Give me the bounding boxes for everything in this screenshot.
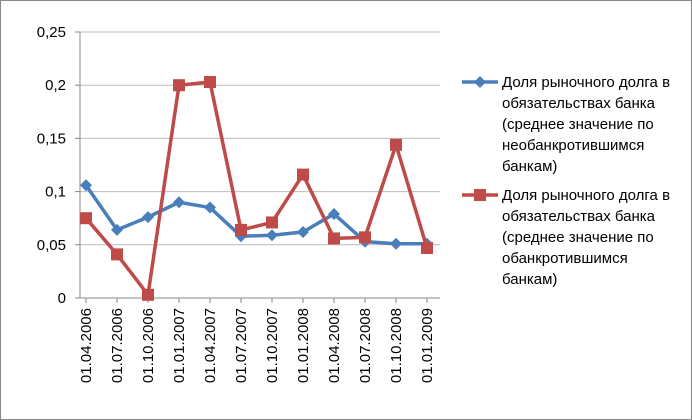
y-tick-label: 0 (58, 290, 66, 307)
x-tick-label: 01.10.2007 (264, 308, 281, 383)
legend-icon (462, 76, 498, 88)
marker (359, 231, 371, 244)
marker (173, 79, 185, 92)
x-tick-label: 01.07.2006 (109, 308, 126, 383)
marker (173, 196, 185, 209)
marker (390, 138, 402, 151)
x-tick-label: 01.04.2006 (78, 308, 95, 383)
x-tick-label: 01.01.2009 (419, 308, 436, 383)
x-tick-label: 01.10.2008 (388, 308, 405, 383)
y-tick-label: 0,2 (45, 77, 66, 94)
y-tick-label: 0,05 (37, 237, 66, 254)
y-tick-label: 0,1 (45, 184, 66, 201)
marker (111, 248, 123, 261)
marker (421, 241, 433, 254)
marker (80, 179, 92, 192)
y-tick-label: 0,15 (37, 130, 66, 147)
marker (204, 76, 216, 89)
marker (235, 223, 247, 236)
marker (204, 201, 216, 214)
marker (474, 76, 486, 88)
legend-label: Доля рыночного долга в обязательствах ба… (502, 74, 671, 175)
x-tick-label: 01.07.2007 (233, 308, 250, 383)
x-tick-label: 01.07.2008 (357, 308, 374, 383)
x-tick-label: 01.04.2007 (202, 308, 219, 383)
marker (328, 207, 340, 220)
marker (80, 212, 92, 225)
legend-label: Доля рыночного долга в обязательствах ба… (502, 187, 671, 288)
marker (111, 223, 123, 236)
marker (142, 288, 154, 301)
x-tick-label: 01.01.2008 (295, 308, 312, 383)
marker (297, 226, 309, 239)
series-line (84, 80, 429, 297)
legend-icon (462, 189, 498, 201)
marker (328, 232, 340, 245)
x-tick-label: 01.01.2007 (171, 308, 188, 383)
marker (266, 229, 278, 242)
legend-item: Доля рыночного долга в обязательствах ба… (460, 72, 685, 177)
legend-item: Доля рыночного долга в обязательствах ба… (460, 185, 685, 290)
legend: Доля рыночного долга в обязательствах ба… (460, 72, 685, 298)
marker (266, 216, 278, 229)
marker (390, 237, 402, 250)
y-tick-label: 0,25 (37, 24, 66, 41)
marker (142, 211, 154, 224)
marker (297, 168, 309, 181)
marker (474, 189, 486, 201)
x-tick-label: 01.10.2006 (140, 308, 157, 383)
x-tick-label: 01.04.2008 (326, 308, 343, 383)
